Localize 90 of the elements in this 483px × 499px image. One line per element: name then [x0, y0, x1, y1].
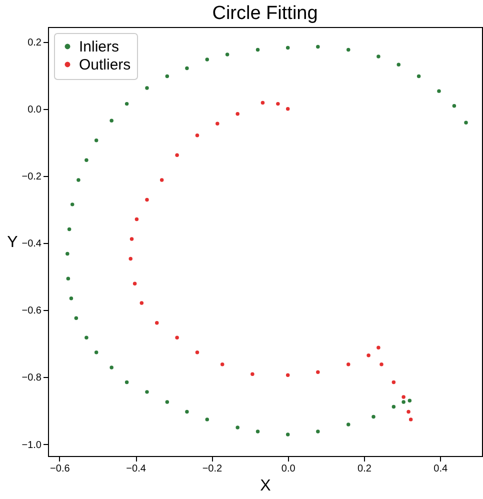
point — [130, 237, 134, 241]
point — [250, 372, 254, 376]
point — [84, 336, 88, 340]
point — [408, 398, 412, 403]
y-axis-title: Y — [7, 234, 18, 251]
x-tick-label: −0.4 — [126, 464, 146, 474]
point — [392, 404, 396, 409]
point — [216, 122, 220, 126]
point — [70, 202, 74, 206]
point — [94, 350, 98, 354]
point — [66, 252, 70, 256]
point — [165, 400, 170, 404]
point — [286, 373, 290, 378]
point — [437, 89, 441, 93]
point — [236, 112, 240, 116]
y-tick-label: 0.0 — [28, 104, 42, 116]
point — [286, 46, 290, 50]
point — [236, 426, 240, 430]
point — [406, 410, 410, 414]
point — [276, 102, 280, 106]
point — [140, 301, 144, 305]
point — [205, 418, 210, 422]
x-tick-label: 0.2 — [358, 464, 372, 474]
point — [346, 48, 350, 52]
y-tick-label: −1.0 — [22, 440, 42, 451]
point — [94, 138, 98, 142]
point — [286, 106, 290, 111]
point — [175, 336, 179, 340]
point — [316, 44, 320, 49]
point — [380, 362, 384, 366]
point — [145, 390, 149, 394]
point — [185, 66, 189, 70]
point — [372, 414, 376, 419]
point — [195, 133, 200, 138]
point — [376, 54, 380, 58]
point — [66, 276, 70, 280]
point — [402, 400, 406, 404]
x-tick-label: −0.6 — [50, 464, 70, 474]
point — [346, 362, 350, 366]
point — [74, 316, 78, 320]
point — [128, 256, 132, 261]
x-tick-label: 0.4 — [434, 464, 448, 474]
point — [69, 296, 74, 300]
point — [124, 380, 129, 384]
point — [76, 178, 80, 182]
point — [195, 350, 200, 354]
point — [286, 432, 290, 436]
point — [155, 320, 159, 325]
y-tick-label: 0.2 — [28, 37, 42, 48]
point — [396, 62, 400, 66]
point — [376, 346, 380, 350]
point — [220, 362, 224, 366]
point — [205, 58, 210, 62]
point — [256, 48, 260, 52]
y-tick-label: −0.6 — [22, 306, 42, 317]
point — [316, 370, 320, 374]
point — [110, 118, 114, 122]
point — [124, 102, 129, 106]
point — [134, 217, 139, 222]
point — [84, 158, 88, 162]
point — [346, 422, 350, 426]
point — [185, 410, 189, 414]
y-tick-label: −0.4 — [22, 238, 42, 250]
y-tick-label: −0.8 — [22, 372, 42, 384]
point — [175, 153, 179, 157]
point — [256, 430, 260, 434]
legend-label: Outliers — [79, 56, 131, 74]
point — [452, 104, 456, 108]
point — [132, 282, 137, 286]
point — [145, 86, 149, 90]
point — [464, 120, 468, 124]
point — [160, 178, 164, 182]
x-axis-title: X — [260, 478, 272, 494]
point — [366, 354, 370, 358]
point — [225, 52, 230, 56]
y-tick-label: −0.2 — [22, 171, 42, 182]
point — [165, 74, 170, 78]
point — [392, 380, 396, 384]
point — [110, 366, 114, 370]
chart-title: Circle Fitting — [212, 3, 318, 24]
x-tick-label: 0.0 — [281, 464, 296, 474]
point — [408, 418, 413, 422]
x-tick-label: −0.2 — [202, 464, 223, 474]
legend-label: Inliers — [79, 38, 120, 56]
point — [260, 100, 265, 105]
point — [316, 430, 320, 434]
point — [402, 395, 406, 399]
point — [416, 74, 421, 78]
point — [145, 198, 149, 202]
point — [67, 227, 72, 232]
